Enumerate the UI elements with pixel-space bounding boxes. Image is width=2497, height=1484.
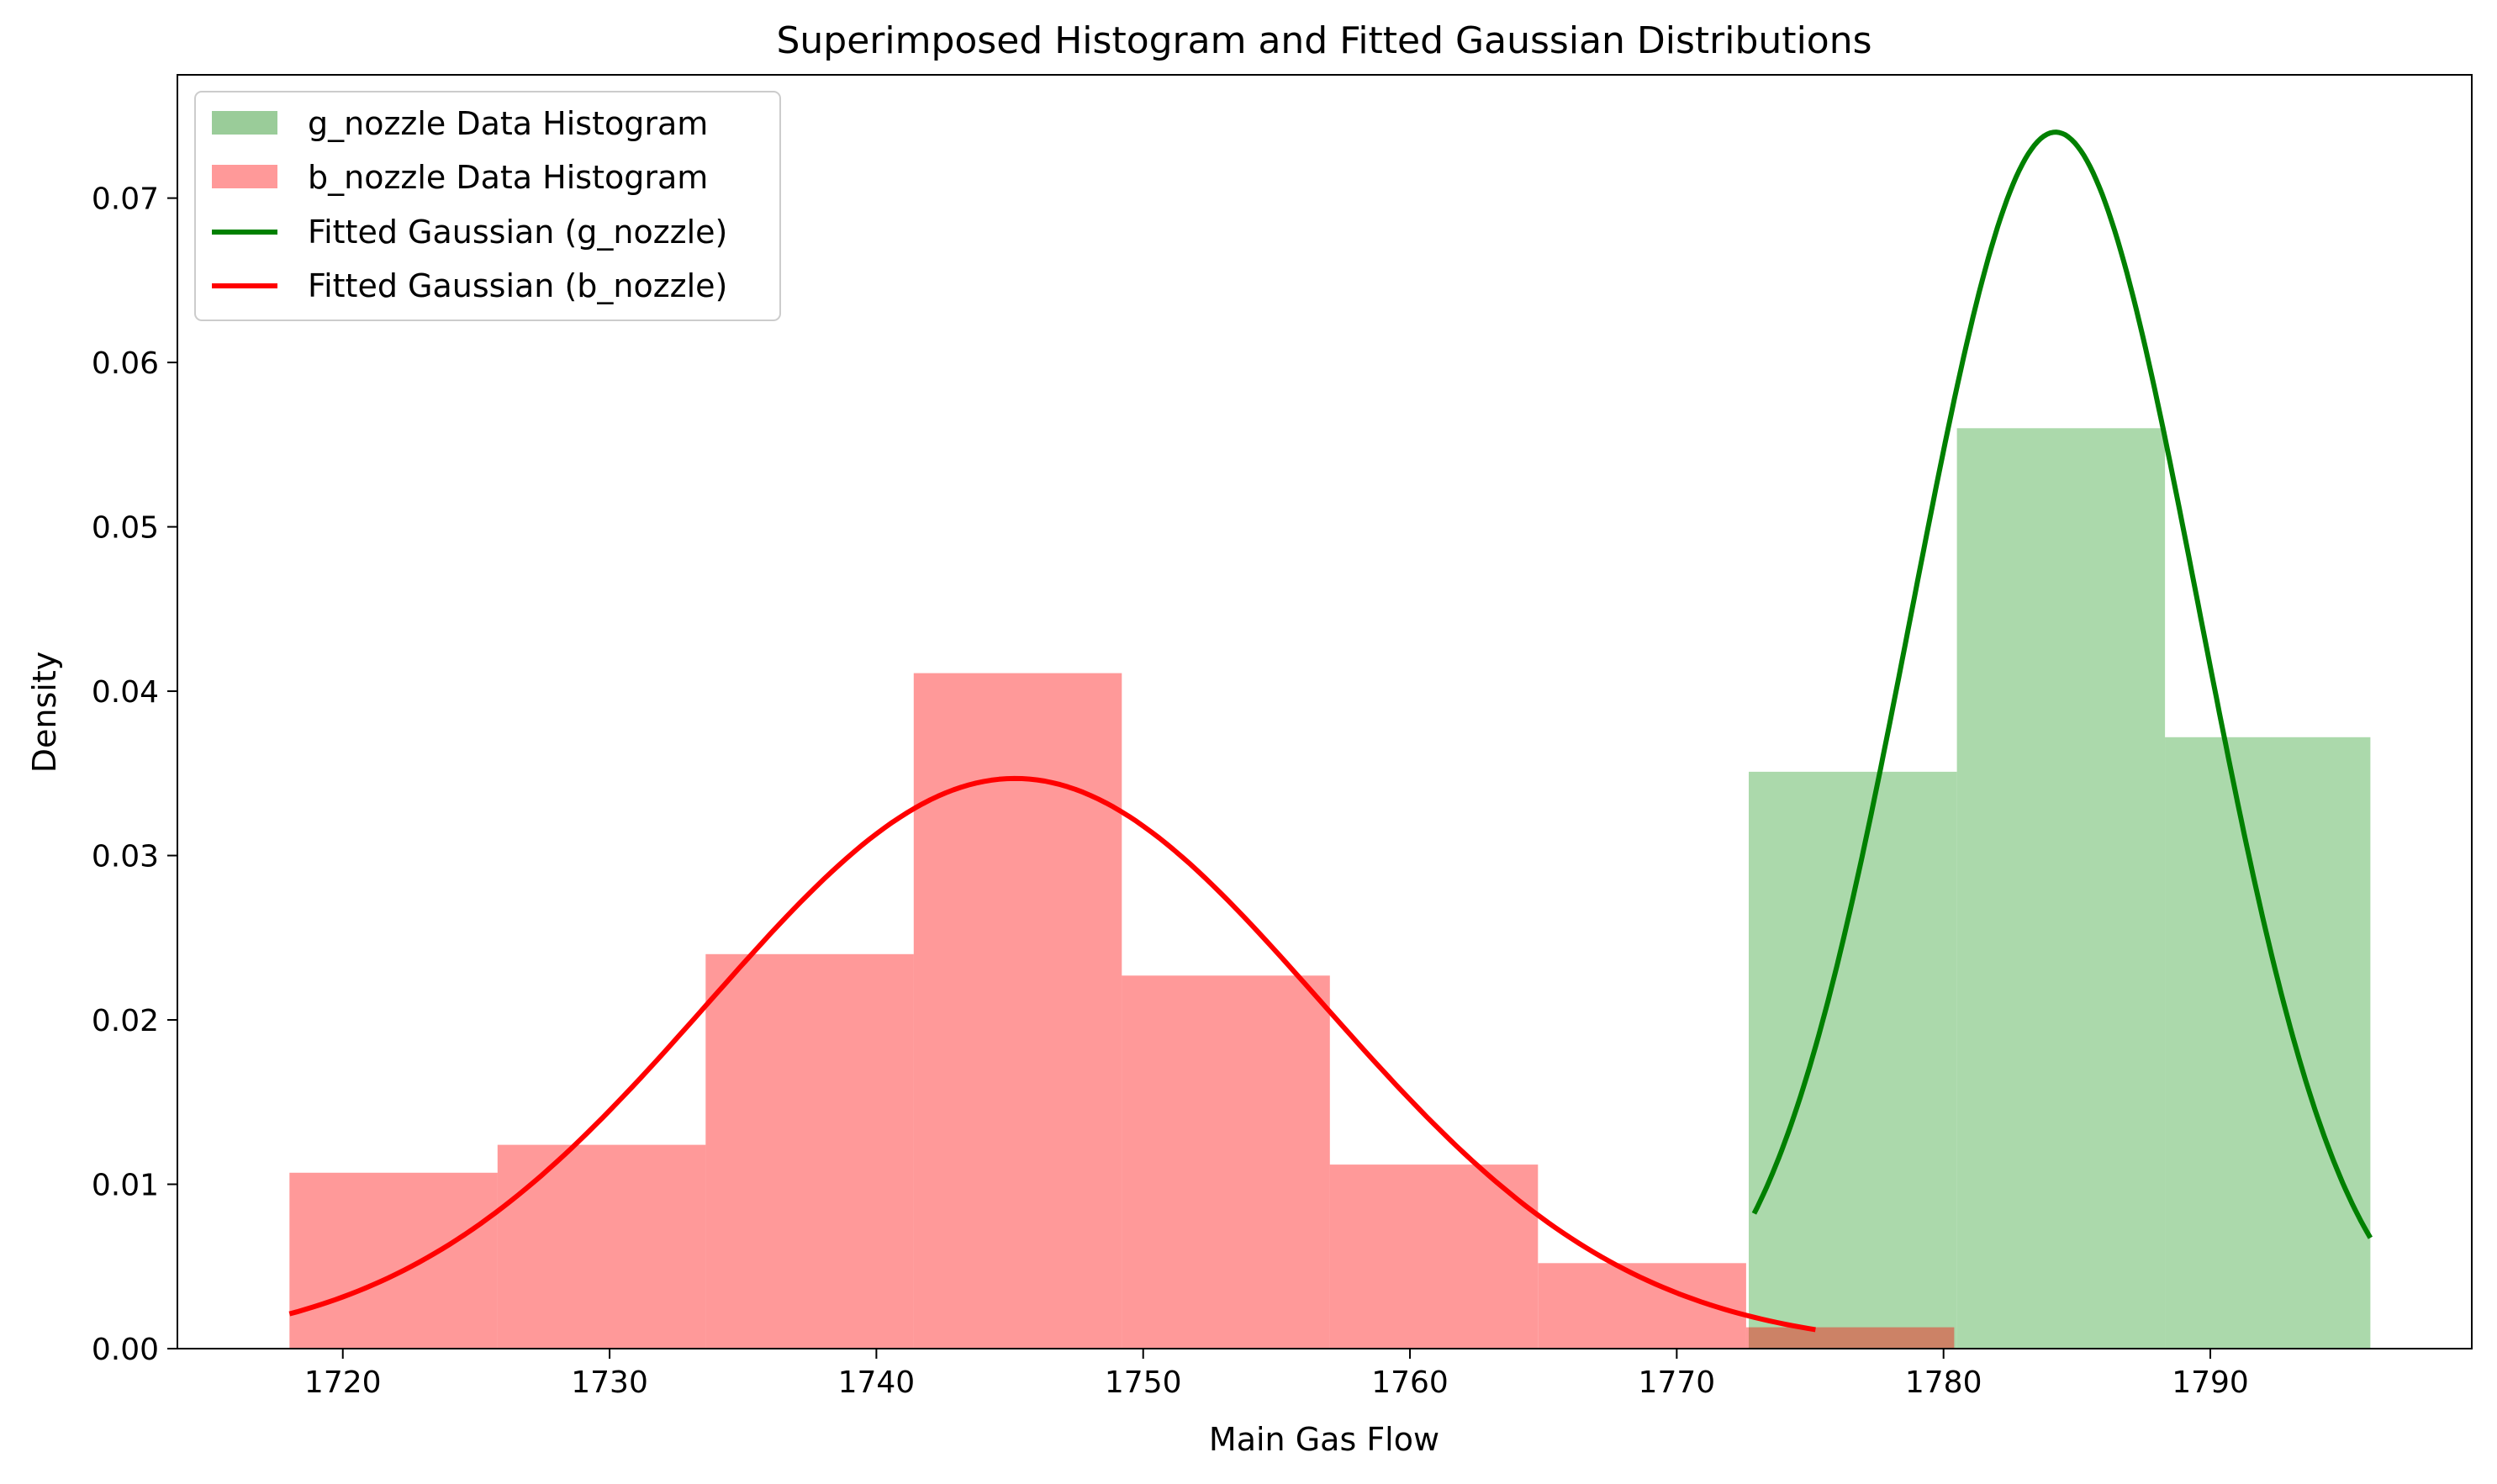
x-axis-label: Main Gas Flow xyxy=(1209,1421,1439,1458)
y-tick-label: 0.02 xyxy=(92,1004,159,1038)
g-nozzle-histogram-bar-0 xyxy=(1749,771,1957,1349)
y-tick-label: 0.03 xyxy=(92,840,159,874)
b-nozzle-histogram-bar-3 xyxy=(913,673,1122,1349)
legend: g_nozzle Data Histogram b_nozzle Data Hi… xyxy=(194,91,781,321)
x-tick-label: 1720 xyxy=(304,1365,382,1400)
chart-title: Superimposed Histogram and Fitted Gaussi… xyxy=(776,19,1871,62)
plot-frame xyxy=(177,74,2473,1349)
y-tick-label: 0.00 xyxy=(92,1333,159,1367)
g-nozzle-gaussian-curve xyxy=(1751,129,2373,1239)
x-tick-label: 1730 xyxy=(571,1365,648,1400)
x-tick-label: 1760 xyxy=(1371,1365,1449,1400)
y-tick-label: 0.01 xyxy=(92,1169,159,1203)
g-nozzle-histogram-bar-2 xyxy=(2165,737,2371,1349)
b-nozzle-histogram-bar-7 xyxy=(1745,1327,1955,1349)
x-tick-label: 1790 xyxy=(2172,1365,2249,1400)
legend-label-g-nozzle-histogram: g_nozzle Data Histogram xyxy=(308,105,708,142)
b-nozzle-histogram-bar-5 xyxy=(1329,1164,1539,1349)
x-tick-label: 1750 xyxy=(1105,1365,1182,1400)
b-nozzle-histogram-bar-4 xyxy=(1122,975,1330,1349)
legend-label-b-nozzle-histogram: b_nozzle Data Histogram xyxy=(308,159,708,196)
y-tick-label: 0.06 xyxy=(92,346,159,381)
y-axis-label: Density xyxy=(26,652,63,773)
x-axis: 1720 1730 1740 1750 1760 1770 1780 1790 xyxy=(304,1349,2249,1400)
x-tick-label: 1770 xyxy=(1639,1365,1716,1400)
y-axis: 0.00 0.01 0.02 0.03 0.04 0.05 0.06 0.07 xyxy=(92,182,177,1367)
b-nozzle-gaussian-curve xyxy=(288,775,1816,1333)
x-tick-label: 1740 xyxy=(838,1365,916,1400)
g-nozzle-histogram-bar-1 xyxy=(1956,428,2166,1349)
b-nozzle-histogram-bar-1 xyxy=(497,1144,706,1349)
legend-label-b-nozzle-gaussian: Fitted Gaussian (b_nozzle) xyxy=(308,267,727,304)
legend-box xyxy=(194,91,781,321)
y-tick-label: 0.05 xyxy=(92,511,159,546)
legend-swatch-b-nozzle-histogram xyxy=(212,165,277,188)
histogram-layer xyxy=(289,428,2371,1349)
b-nozzle-histogram-bar-2 xyxy=(705,953,914,1349)
curve-layer xyxy=(288,129,2373,1333)
legend-label-g-nozzle-gaussian: Fitted Gaussian (g_nozzle) xyxy=(308,214,727,251)
legend-swatch-g-nozzle-histogram xyxy=(212,111,277,135)
y-tick-label: 0.07 xyxy=(92,182,159,217)
x-tick-label: 1780 xyxy=(1905,1365,1982,1400)
b-nozzle-histogram-bar-0 xyxy=(289,1172,498,1349)
y-tick-label: 0.04 xyxy=(92,675,159,710)
